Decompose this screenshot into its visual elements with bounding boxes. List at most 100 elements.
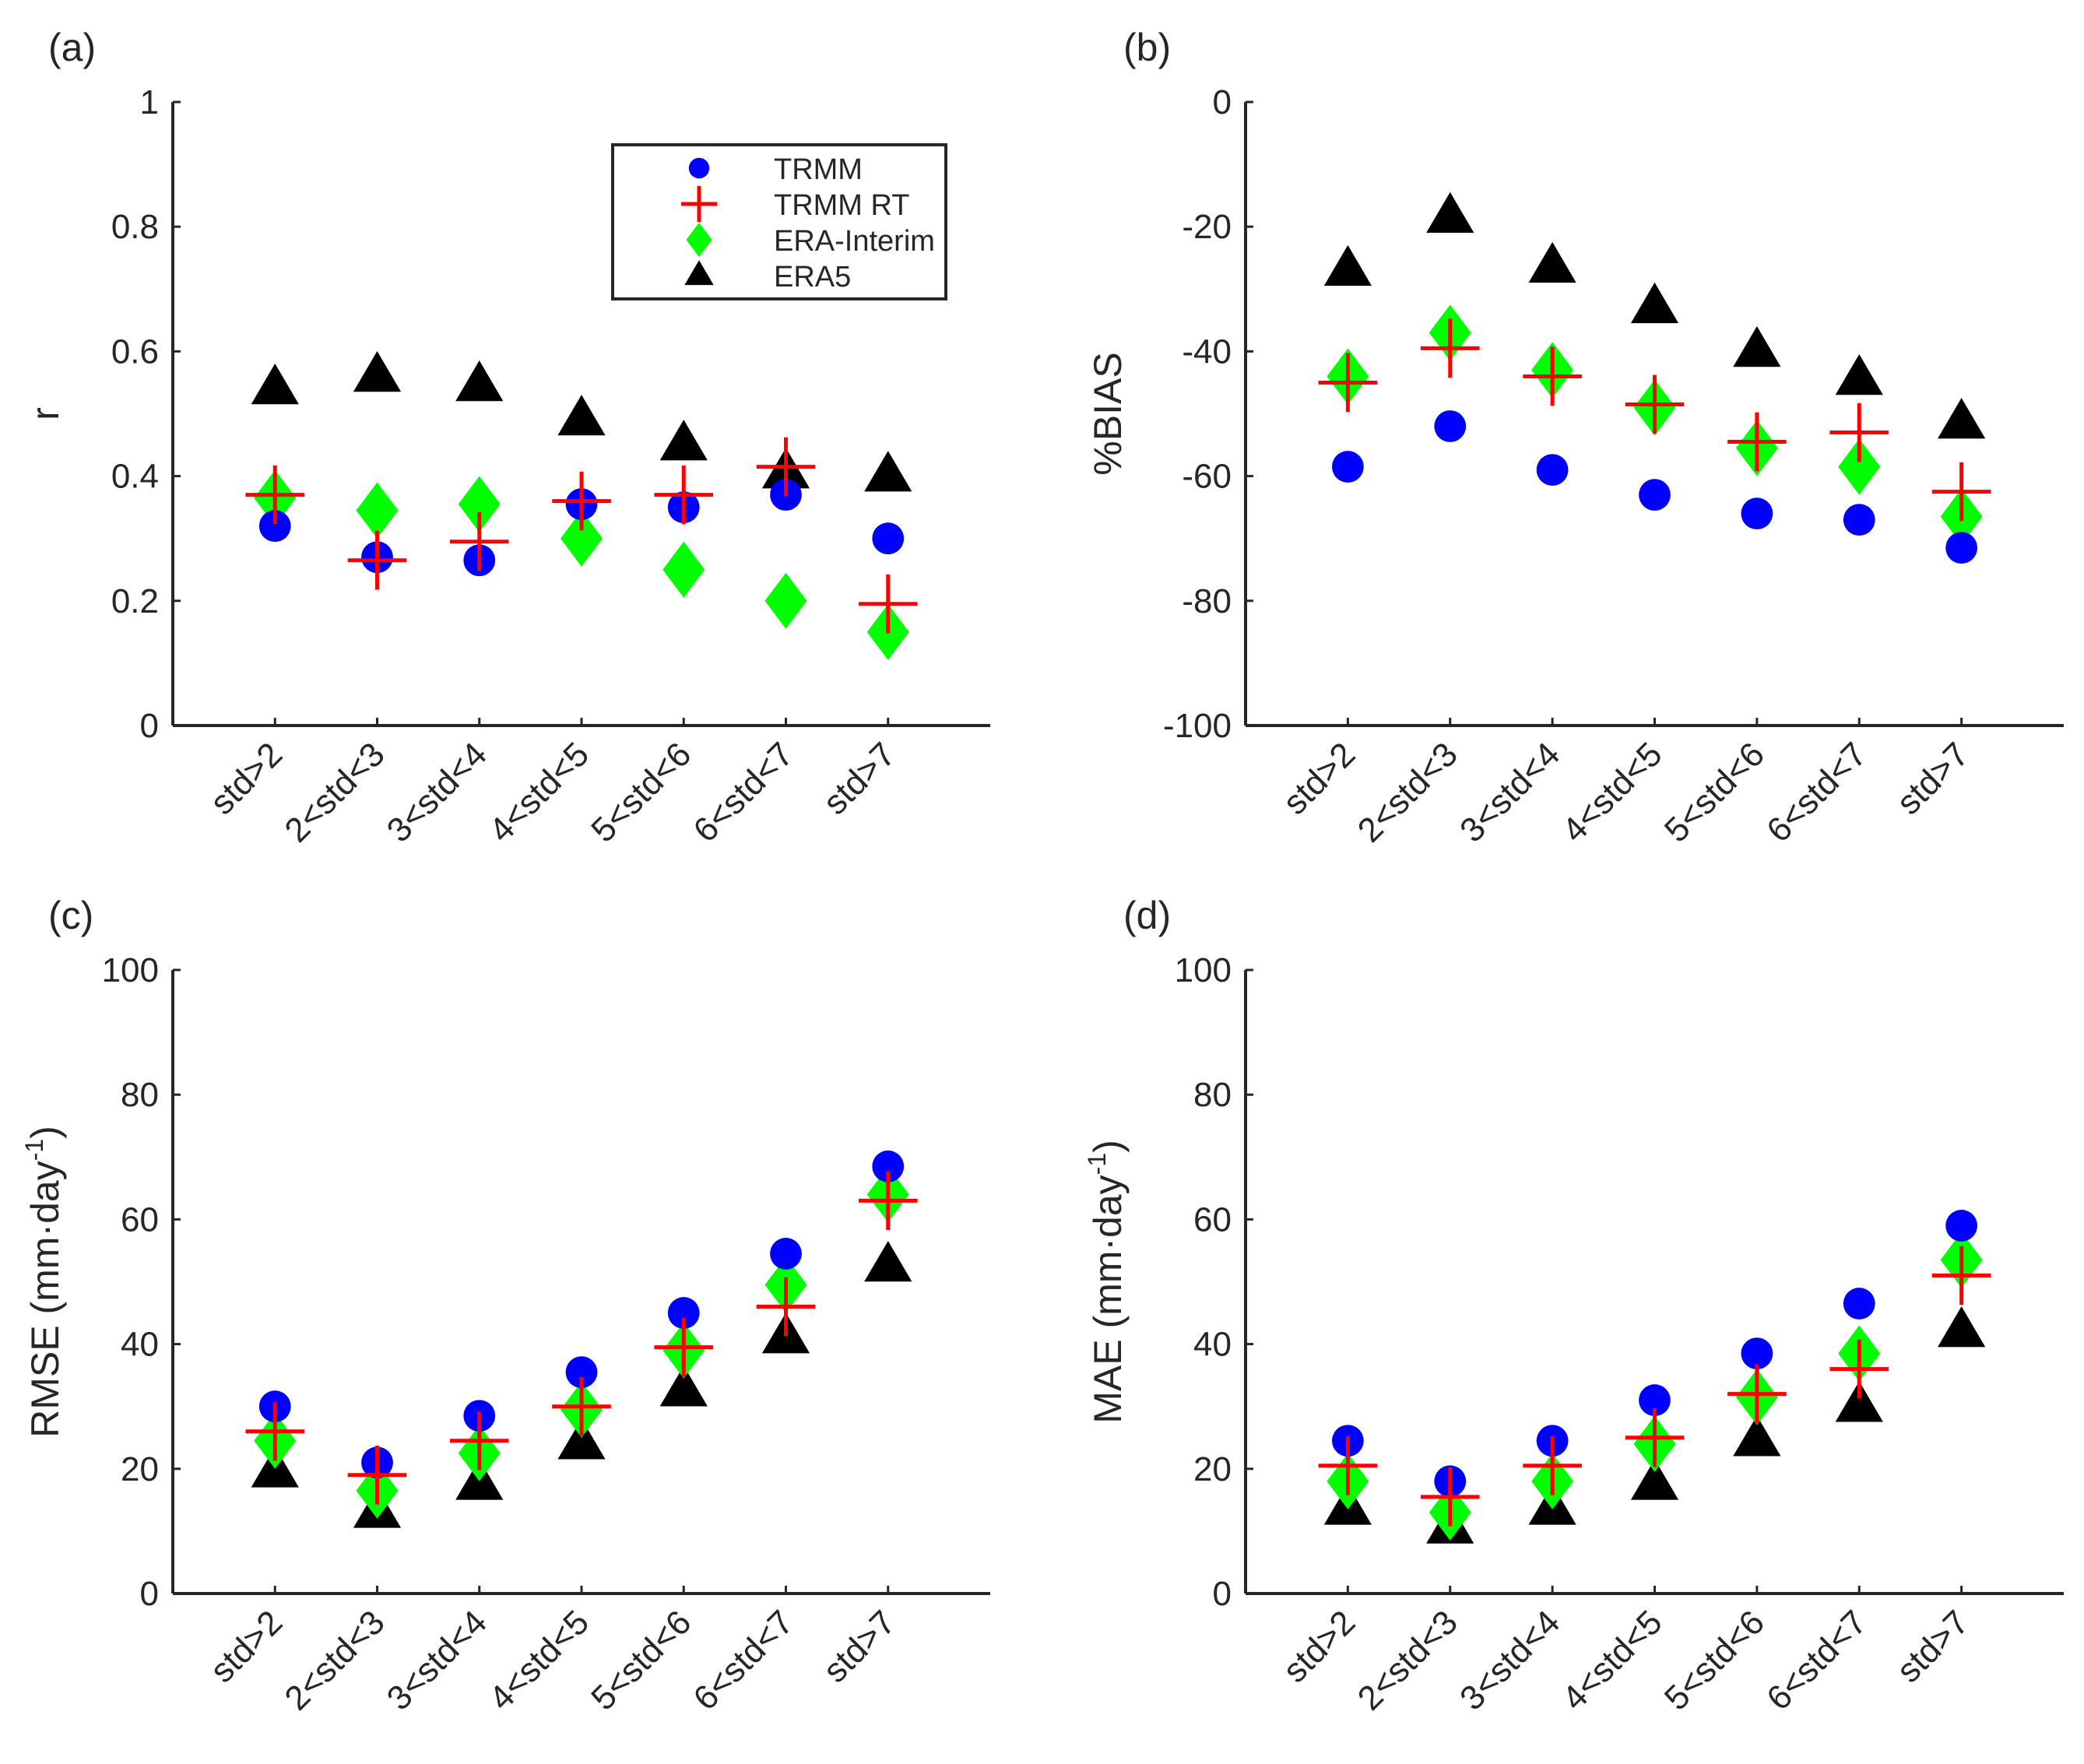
data-point xyxy=(864,1241,912,1282)
data-point xyxy=(557,395,606,436)
panel-r: (a) 0 0.2 0.4 0.6 0.8 1 std>22<std<33<std<44<st… xyxy=(23,26,990,850)
x-tick-label: std>7 xyxy=(1889,1603,1977,1690)
y-tick-label: 20 xyxy=(1193,1450,1232,1488)
data-point xyxy=(1945,1210,1978,1242)
data-point xyxy=(245,465,305,525)
data-point xyxy=(662,541,705,598)
data-point xyxy=(654,1317,714,1377)
x-tick-label: 4<std<5 xyxy=(1555,1603,1669,1717)
x-tick-label: 5<std<6 xyxy=(584,735,698,849)
legend-label: TRMM xyxy=(774,153,863,186)
series-era-interim xyxy=(254,1166,909,1519)
data-point xyxy=(356,482,399,539)
data-point xyxy=(1630,1459,1679,1500)
data-point xyxy=(1523,1435,1582,1495)
data-point xyxy=(1727,412,1787,472)
panel-label: (b) xyxy=(1123,26,1171,69)
y-tick-label: 60 xyxy=(121,1200,159,1239)
data-point xyxy=(858,575,918,634)
data-point xyxy=(659,420,708,461)
x-tick-label: 6<std<7 xyxy=(686,1603,800,1717)
data-point xyxy=(1630,282,1679,324)
y-axis-label: MAE (mm·day-1) xyxy=(1083,1140,1130,1424)
data-point xyxy=(1938,1306,1986,1348)
y-axis-label: %BIAS xyxy=(1086,352,1130,475)
data-point xyxy=(1843,504,1875,536)
y-axis-label-tail: ) xyxy=(23,1126,67,1139)
legend-box xyxy=(611,143,947,300)
y-tick-label: 0.4 xyxy=(111,458,159,496)
x-tick-label: 5<std<6 xyxy=(584,1603,698,1717)
y-tick-label: 100 xyxy=(1175,951,1232,989)
legend-circle-icon xyxy=(688,157,710,179)
y-axis-label-tail: ) xyxy=(1086,1140,1130,1153)
x-tick-label: 3<std<4 xyxy=(1453,1603,1567,1717)
data-point xyxy=(1434,410,1467,442)
y-axis-label-superscript: -1 xyxy=(1083,1153,1111,1175)
data-point xyxy=(1625,1407,1685,1467)
y-axis-label-main: %BIAS xyxy=(1086,352,1130,475)
data-point xyxy=(1945,532,1978,564)
data-point xyxy=(1318,353,1378,413)
x-tick-label: std>2 xyxy=(203,735,290,822)
legend-label: TRMM RT xyxy=(774,189,910,222)
data-point xyxy=(1741,1337,1773,1370)
y-axis-label-main: MAE (mm·day xyxy=(1086,1175,1130,1423)
data-point xyxy=(756,1277,816,1337)
series-trmm xyxy=(1331,410,1978,564)
panel-label: (a) xyxy=(48,26,96,69)
x-tick-label: 2<std<3 xyxy=(277,735,392,849)
y-axis-label-main: r xyxy=(23,407,67,420)
x-tick-label: 5<std<6 xyxy=(1657,735,1772,849)
data-point xyxy=(1829,1339,1889,1399)
y-tick-label: 20 xyxy=(121,1450,159,1488)
data-point xyxy=(1838,438,1881,495)
x-tick-label: std>7 xyxy=(1889,735,1977,822)
y-tick-label: 60 xyxy=(1193,1200,1232,1239)
x-tick-label: 5<std<6 xyxy=(1657,1603,1772,1717)
y-tick-label: 0 xyxy=(140,1575,159,1613)
x-tick-label: 4<std<5 xyxy=(482,735,596,849)
y-tick-label: 100 xyxy=(102,951,159,989)
x-tick-label: 4<std<5 xyxy=(482,1603,596,1717)
y-tick-label: 0.6 xyxy=(111,332,159,371)
panel-label: (d) xyxy=(1123,894,1171,937)
y-tick-label: 40 xyxy=(1193,1326,1232,1364)
y-axis-label: RMSE (mm·day-1) xyxy=(20,1126,67,1438)
data-point xyxy=(872,1150,905,1182)
x-tick-label: std>2 xyxy=(1276,1603,1363,1690)
data-point xyxy=(455,360,504,402)
series-trmm-rt xyxy=(245,1171,918,1505)
x-tick-label: 6<std<7 xyxy=(1759,1603,1874,1717)
x-tick-label: 6<std<7 xyxy=(1759,735,1874,849)
data-point xyxy=(552,471,611,531)
data-point xyxy=(251,364,299,405)
legend-triangle-icon xyxy=(684,260,714,286)
panel-mae: (d) 0 20 40 60 80 100 std>22<std<33<std<44<std<… xyxy=(1083,894,2064,1718)
y-tick-label: -80 xyxy=(1182,582,1232,620)
data-point xyxy=(449,1411,509,1471)
y-axis-label-superscript: -1 xyxy=(20,1139,48,1161)
legend-label: ERA-Interim xyxy=(774,225,935,258)
data-point xyxy=(659,1365,708,1407)
data-point xyxy=(764,572,807,629)
data-point xyxy=(1323,244,1372,286)
legend-plus-icon xyxy=(680,185,718,223)
data-point xyxy=(864,451,912,492)
data-point xyxy=(1426,192,1474,233)
data-point xyxy=(872,522,905,555)
y-tick-label: -20 xyxy=(1182,208,1232,246)
x-tick-label: 3<std<4 xyxy=(380,735,494,849)
data-point xyxy=(1733,1415,1781,1457)
data-point xyxy=(552,1376,611,1436)
x-tick-label: 2<std<3 xyxy=(1351,735,1465,849)
data-point xyxy=(565,1356,598,1389)
data-point xyxy=(1331,451,1364,483)
data-point xyxy=(458,476,501,532)
data-point xyxy=(245,1401,305,1461)
series-trmm-rt xyxy=(1318,318,1991,522)
data-point xyxy=(1523,346,1582,406)
data-point xyxy=(347,1446,407,1505)
x-tick-label: 3<std<4 xyxy=(380,1603,494,1717)
